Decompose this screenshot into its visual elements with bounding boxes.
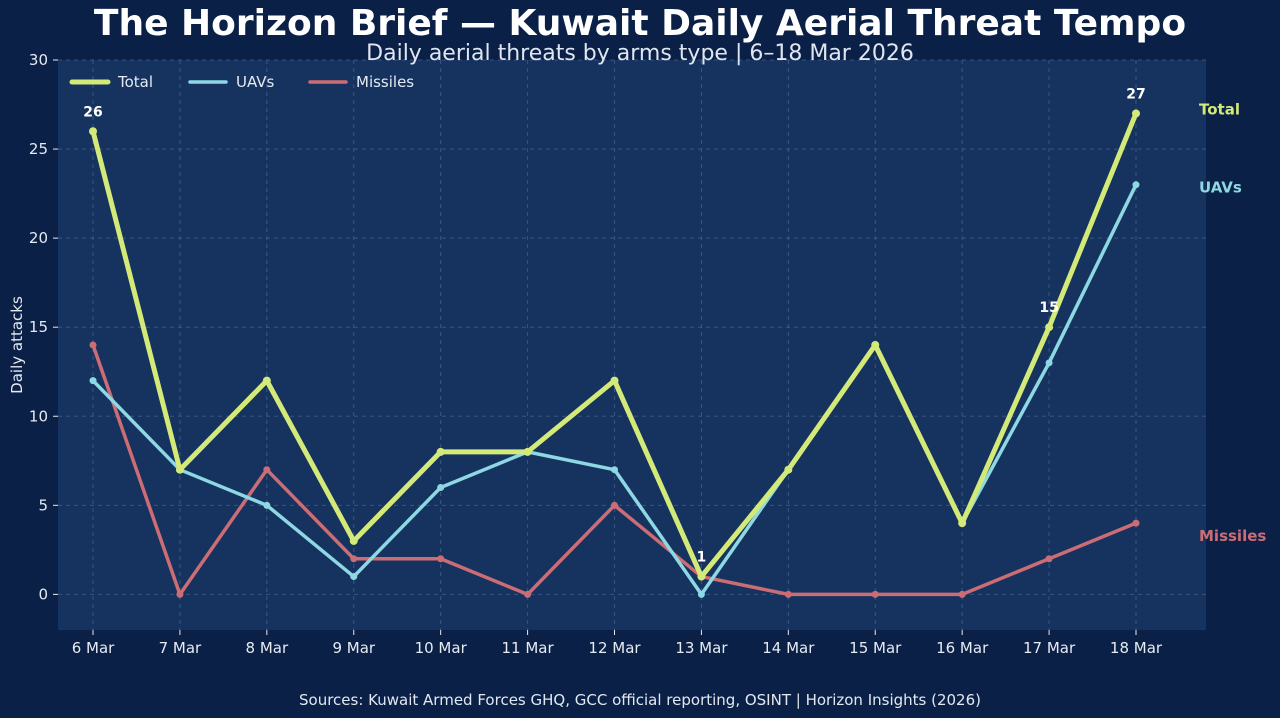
y-tick-label: 25 [29,140,48,158]
end-label-total: Total [1199,100,1240,118]
data-label: 15 [1039,300,1058,316]
data-point-total [349,536,358,545]
data-point-uavs [697,590,705,598]
y-tick-label: 15 [29,318,48,336]
data-point-uavs [89,377,97,385]
data-point-missiles [784,590,792,598]
data-labels: 26 1 15 27 [83,86,1145,565]
data-point-missiles [89,341,97,349]
x-tick-label: 12 Mar [588,639,641,657]
data-point-total [523,447,532,456]
x-tick-label: 7 Mar [159,639,202,657]
data-point-missiles [871,590,879,598]
x-tick-label: 14 Mar [762,639,815,657]
data-point-missiles [524,590,532,598]
series-lines [89,109,1140,598]
plot-area [58,60,1206,630]
x-tick-label: 13 Mar [675,639,728,657]
data-point-missiles [263,466,271,474]
data-point-total [89,127,97,136]
data-point-uavs [350,573,358,581]
legend-label-uavs: UAVs [236,73,275,91]
data-point-uavs [437,484,445,491]
data-point-uavs [1132,181,1140,189]
data-point-total [871,341,880,349]
data-point-total [610,376,619,385]
data-label: 26 [83,104,102,120]
data-point-total [262,376,271,385]
x-tick-label: 15 Mar [849,639,902,657]
data-point-missiles [611,501,618,509]
legend-label-missiles: Missiles [356,73,414,91]
x-tick-label: 8 Mar [246,639,289,657]
y-axis-label: Daily attacks [8,296,26,394]
data-point-uavs [1045,359,1053,367]
data-point-total [784,465,793,474]
data-point-uavs [611,466,618,474]
x-tick-label: 10 Mar [415,639,468,657]
data-label: 27 [1126,86,1145,102]
data-point-total [175,465,184,474]
y-tick-label: 20 [29,229,48,247]
chart-legend: Total UAVs Missiles [69,73,414,91]
chart-title: The Horizon Brief — Kuwait Daily Aerial … [93,3,1187,44]
data-point-total [436,447,445,456]
y-tick-label: 30 [29,51,48,69]
series-end-labels: Total UAVs Missiles [1199,100,1266,545]
x-tick-label: 9 Mar [332,639,375,657]
x-tick-label: 6 Mar [72,639,115,657]
data-point-missiles [958,590,966,598]
grid-lines [58,59,1206,630]
data-point-missiles [176,590,184,598]
data-point-total [697,572,706,581]
data-point-missiles [1132,519,1140,527]
data-point-total [1045,323,1054,332]
data-point-uavs [263,501,271,509]
y-tick-label: 0 [38,585,48,603]
data-point-total [1132,109,1140,118]
data-label: 1 [697,550,707,566]
data-point-missiles [437,555,445,563]
x-tick-label: 17 Mar [1023,639,1076,657]
legend-label-total: Total [117,73,153,91]
x-tick-label: 18 Mar [1110,639,1163,657]
x-tick-label: 16 Mar [936,639,989,657]
data-point-missiles [350,555,358,563]
data-point-total [958,519,967,528]
x-tick-label: 11 Mar [502,639,555,657]
chart-subtitle: Daily aerial threats by arms type | 6–18… [366,41,914,66]
sources-footnote: Sources: Kuwait Armed Forces GHQ, GCC of… [299,691,981,709]
end-label-missiles: Missiles [1199,527,1266,545]
y-tick-label: 5 [38,496,48,514]
data-point-missiles [1045,555,1053,563]
y-tick-label: 10 [29,407,48,425]
end-label-uavs: UAVs [1199,179,1242,197]
